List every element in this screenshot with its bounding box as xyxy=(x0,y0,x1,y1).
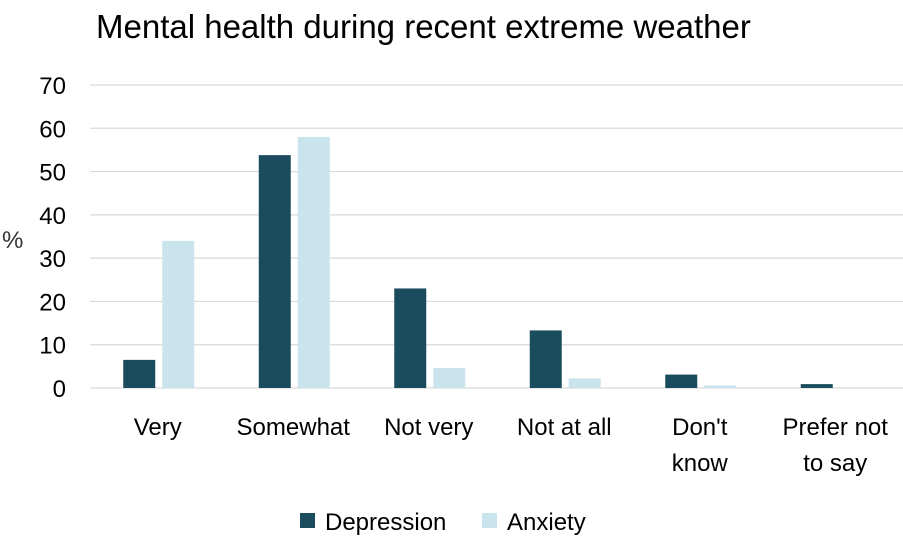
y-tick-label: 60 xyxy=(39,116,66,143)
gridlines xyxy=(90,84,903,389)
bar-anxiety xyxy=(162,240,195,388)
x-tick-label: Not at all xyxy=(517,414,612,441)
legend-label-depression: Depression xyxy=(325,509,446,536)
bars xyxy=(123,136,872,388)
legend: Depression Anxiety xyxy=(300,509,586,536)
bar-depression xyxy=(800,384,833,388)
y-tick-label: 40 xyxy=(39,203,66,230)
x-tick-label: Don't know xyxy=(672,414,729,477)
x-tick-labels: Very Somewhat Not very Not at all Don't know P… xyxy=(134,414,889,477)
y-axis-label: % xyxy=(2,227,23,254)
y-tick-label: 10 xyxy=(39,333,66,360)
bar-depression xyxy=(529,330,562,388)
y-tick-label: 20 xyxy=(39,289,66,316)
x-tick-label: Not very xyxy=(384,414,473,441)
x-tick-label: Very xyxy=(134,414,182,441)
bar-anxiety xyxy=(704,385,737,388)
legend-swatch-anxiety xyxy=(482,513,497,528)
bar-depression xyxy=(123,359,156,388)
bar-depression xyxy=(258,155,291,388)
legend-label-anxiety: Anxiety xyxy=(507,509,586,536)
y-tick-label: 30 xyxy=(39,246,66,273)
y-tick-label: 0 xyxy=(53,376,66,403)
bar-anxiety xyxy=(568,378,601,388)
legend-swatch-depression xyxy=(300,513,315,528)
bar-depression xyxy=(394,288,427,388)
x-tick-label: Prefer not to say xyxy=(783,414,889,477)
bar-anxiety xyxy=(433,368,466,388)
x-tick-label: Somewhat xyxy=(237,414,351,441)
chart-title: Mental health during recent extreme weat… xyxy=(96,8,751,45)
y-tick-label: 70 xyxy=(39,73,66,100)
y-tick-label: 50 xyxy=(39,160,66,187)
y-tick-labels: 0 10 20 30 40 50 60 70 xyxy=(39,73,66,403)
bar-anxiety xyxy=(297,136,330,388)
bar-depression xyxy=(665,374,698,388)
